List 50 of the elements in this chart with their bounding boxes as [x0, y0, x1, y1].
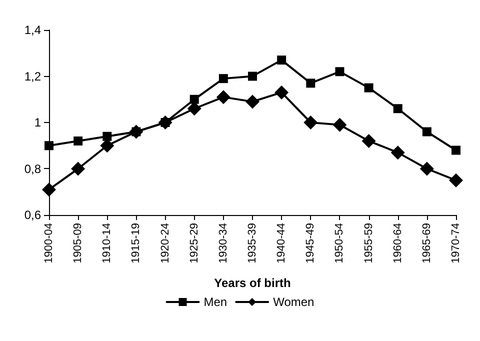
x-tick-label: 1930-34 [217, 223, 230, 264]
point [452, 146, 460, 155]
point [393, 104, 402, 114]
x-tick-label: 1920-24 [159, 223, 172, 264]
point [246, 94, 260, 109]
x-tick-label: 1965-69 [420, 223, 433, 264]
point [332, 118, 347, 132]
legend-label: Women [273, 295, 314, 309]
x-tick-label: 1910-14 [101, 223, 114, 264]
point [274, 85, 289, 100]
x-tick-label: 1945-49 [304, 223, 317, 264]
point [190, 94, 199, 104]
x-tick-label: 1960-64 [392, 223, 404, 264]
y-tick-label: 0,8 [24, 162, 42, 176]
x-tick-label: 1935-39 [246, 223, 258, 264]
point [71, 162, 86, 176]
legend-label: Men [204, 295, 228, 309]
point [335, 67, 344, 76]
point [218, 74, 228, 84]
y-tick-label: 1 [34, 116, 42, 130]
point [420, 162, 434, 176]
point [129, 124, 144, 139]
x-tick-label: 1905-09 [72, 223, 84, 264]
x-tick-label: 1970-74 [450, 223, 462, 264]
point [74, 136, 83, 146]
x-axis-title: Years of birth [214, 276, 291, 290]
x-tick-label: 1915-19 [130, 223, 142, 264]
point [449, 173, 463, 188]
point [304, 116, 318, 130]
x-tick-label: 1925-29 [188, 223, 200, 264]
point [44, 141, 54, 150]
x-tick-label: 1950-54 [334, 223, 346, 264]
x-tick-label: 1940-44 [276, 223, 288, 264]
point [390, 146, 405, 160]
x-tick-label: 1900-04 [43, 223, 55, 264]
y-tick-label: 0,6 [24, 208, 42, 222]
point [277, 56, 286, 65]
y-tick-label: 1,2 [24, 69, 42, 84]
point [362, 134, 376, 148]
point [42, 182, 56, 197]
point [364, 83, 374, 92]
x-tick-label: 1955-59 [362, 223, 375, 264]
point [100, 138, 114, 153]
point [187, 102, 202, 116]
point [306, 78, 316, 88]
point [216, 90, 230, 104]
point [422, 127, 432, 136]
point [248, 72, 257, 81]
y-tick-label: 1,4 [24, 23, 42, 37]
point [102, 132, 112, 141]
